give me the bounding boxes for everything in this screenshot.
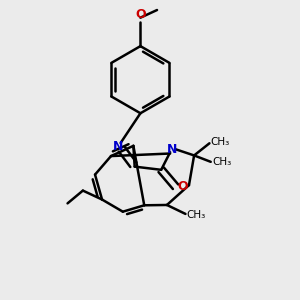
Text: CH₃: CH₃ [212,158,231,167]
Text: N: N [113,140,123,153]
Text: O: O [135,8,146,21]
Text: CH₃: CH₃ [211,137,230,147]
Text: CH₃: CH₃ [187,210,206,220]
Text: N: N [167,142,177,155]
Text: O: O [178,180,188,193]
